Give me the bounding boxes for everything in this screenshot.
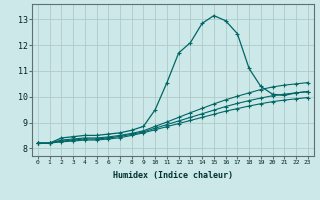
X-axis label: Humidex (Indice chaleur): Humidex (Indice chaleur) (113, 171, 233, 180)
